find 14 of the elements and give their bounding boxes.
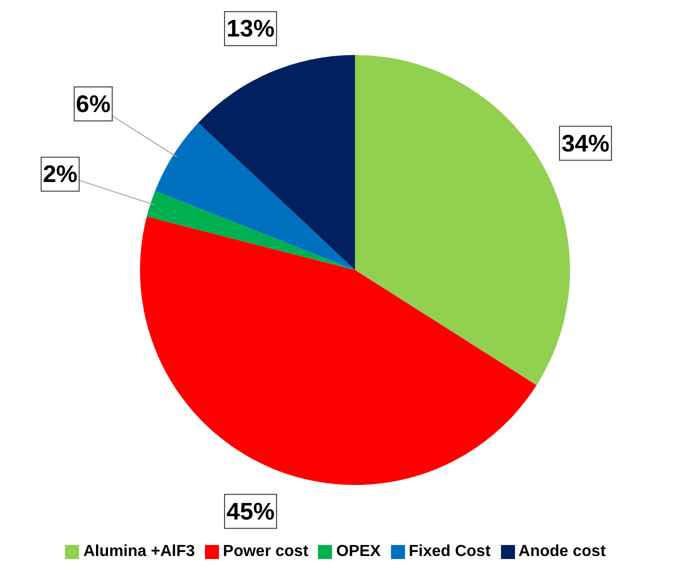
pie-slice bbox=[155, 122, 355, 270]
data-label: 2% bbox=[42, 161, 78, 188]
pie-slice bbox=[198, 55, 355, 270]
data-label: 6% bbox=[76, 90, 111, 118]
data-label: 13% bbox=[226, 16, 275, 43]
pie-slice bbox=[146, 190, 355, 270]
legend-label: Fixed Cost bbox=[408, 543, 491, 560]
legend-label: Alumina +AlF3 bbox=[83, 543, 195, 560]
data-label: 34% bbox=[561, 130, 610, 158]
legend-label: Power cost bbox=[222, 543, 308, 560]
legend-label: OPEX bbox=[336, 543, 381, 560]
data-label: 45% bbox=[226, 498, 275, 526]
pie-slice bbox=[140, 216, 537, 485]
legend-label: Anode cost bbox=[518, 543, 606, 560]
